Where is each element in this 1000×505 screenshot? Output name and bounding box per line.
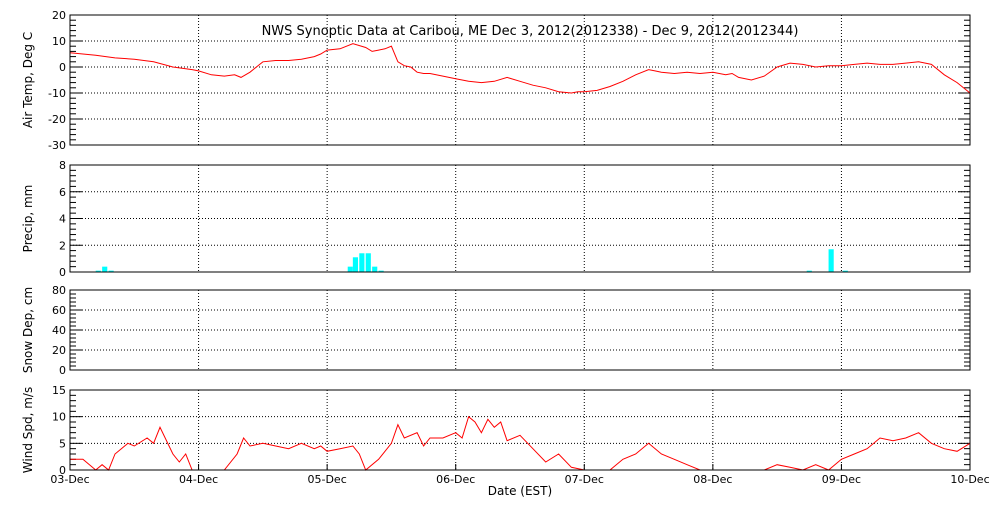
y-tick-label: 0 [59, 464, 66, 477]
precip-bar [828, 249, 834, 272]
precip-bar [347, 266, 353, 272]
x-tick-label: 06-Dec [436, 473, 475, 486]
precip-bar [95, 270, 101, 272]
y-tick-label: 80 [52, 284, 66, 297]
y-tick-label: 20 [52, 9, 66, 22]
panel-frame [69, 289, 971, 371]
y-tick-label: 0 [59, 266, 66, 279]
y-axis-label: Wind Spd, m/s [21, 387, 35, 473]
x-tick-label: 05-Dec [308, 473, 347, 486]
y-tick-label: -10 [48, 87, 66, 100]
panel-wind-speed: 0 5 10 15 Wind Spd, m/s [21, 384, 971, 477]
precip-bar [372, 266, 378, 272]
y-axis-label: Snow Dep, cm [21, 287, 35, 373]
chart-title: NWS Synoptic Data at Caribou, ME Dec 3, … [262, 24, 799, 39]
y-tick-label: 2 [59, 239, 66, 252]
panel-snow-depth: 0 20 40 60 80 Snow Dep, cm [21, 284, 971, 377]
x-tick-label: 08-Dec [693, 473, 732, 486]
y-tick-label: 5 [59, 437, 66, 450]
precip-bar [108, 270, 114, 272]
y-axis-label: Air Temp, Deg C [21, 32, 35, 128]
y-tick-label: 8 [59, 159, 66, 172]
precip-bar [365, 253, 371, 272]
y-tick-label: 0 [59, 364, 66, 377]
y-tick-label: 60 [52, 304, 66, 317]
y-tick-label: 0 [59, 61, 66, 74]
x-axis: 03-Dec 04-Dec 05-Dec 06-Dec 07-Dec 08-Dec 09-D… [50, 464, 990, 486]
panels-layer: -30 -20 -10 0 10 20 Air Temp, Deg C 0 2 4 6 8 Precip… [21, 9, 971, 477]
panel-precip: 0 2 4 6 8 Precip, mm [21, 159, 971, 279]
y-tick-label: 40 [52, 324, 66, 337]
x-tick-label: 10-Dec [950, 473, 989, 486]
x-tick-label: 09-Dec [822, 473, 861, 486]
y-tick-label: -30 [48, 139, 66, 152]
panel-frame [69, 14, 971, 146]
x-axis-label: Date (EST) [488, 484, 552, 498]
y-tick-label: 4 [59, 213, 66, 226]
y-tick-label: 6 [59, 186, 66, 199]
y-axis-label: Precip, mm [21, 185, 35, 253]
precip-bar [842, 270, 848, 272]
y-tick-label: -20 [48, 113, 66, 126]
precip-bar [806, 270, 812, 272]
y-tick-label: 10 [52, 35, 66, 48]
panel-frame [69, 389, 971, 471]
air-temp-line [69, 43, 971, 94]
y-tick-label: 10 [52, 411, 66, 424]
panel-air-temp: -30 -20 -10 0 10 20 Air Temp, Deg C [21, 9, 971, 152]
wind-speed-line [70, 415, 971, 471]
y-tick-label: 15 [52, 384, 66, 397]
x-tick-label: 03-Dec [50, 473, 89, 486]
x-tick-label: 07-Dec [565, 473, 604, 486]
precip-bar [102, 266, 108, 272]
precip-bar [359, 253, 365, 272]
precip-bar [378, 270, 384, 272]
precip-bar [352, 257, 358, 272]
x-tick-label: 04-Dec [179, 473, 218, 486]
panel-frame [69, 164, 971, 273]
y-tick-label: 20 [52, 344, 66, 357]
